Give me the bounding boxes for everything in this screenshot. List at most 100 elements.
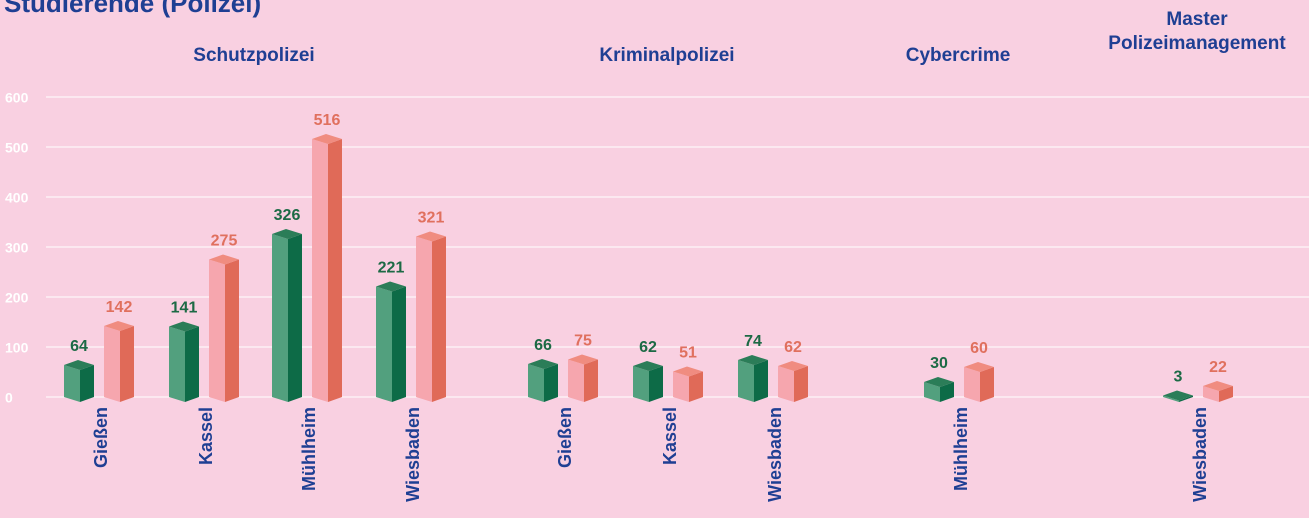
bar-left-face <box>104 326 120 402</box>
value-label: 3 <box>1174 369 1183 386</box>
bar-top <box>1163 390 1193 401</box>
bar-left-face <box>1203 386 1219 402</box>
x-tick-label: Gießen <box>91 407 111 468</box>
value-label: 22 <box>1209 359 1227 376</box>
bar-left-face <box>738 360 754 402</box>
bar <box>312 134 342 402</box>
bar-top <box>673 366 703 377</box>
group-label: Schutzpolizei <box>193 45 315 66</box>
y-tick-label: 0 <box>5 390 13 406</box>
bar-left-face <box>778 366 794 402</box>
bar-top <box>568 354 598 365</box>
x-tick-label: Wiesbaden <box>765 407 785 502</box>
x-tick-label: Mühlheim <box>299 407 319 491</box>
bar-top <box>778 361 808 371</box>
bar-right-face <box>80 365 94 402</box>
bar-right-face <box>584 359 598 402</box>
bar-left-face <box>924 382 940 402</box>
bar <box>1203 381 1233 402</box>
value-label: 221 <box>378 260 405 277</box>
y-tick-label: 600 <box>5 90 29 106</box>
value-label: 60 <box>970 340 988 357</box>
bar-top <box>964 362 994 372</box>
bar-top <box>272 229 302 239</box>
bar-right-face <box>185 326 199 402</box>
bar-left-face <box>169 326 185 402</box>
bar-top <box>376 281 406 292</box>
bar-left-face <box>528 364 544 402</box>
y-tick-label: 500 <box>5 140 29 156</box>
bar-right-face <box>980 367 994 402</box>
bar <box>964 362 994 402</box>
bar-top <box>104 321 134 331</box>
bar-top <box>1203 381 1233 391</box>
y-tick-label: 200 <box>5 290 29 306</box>
bar-right-face <box>1179 395 1193 402</box>
bar-left-face <box>64 365 80 402</box>
value-label: 30 <box>930 355 948 372</box>
bar <box>778 361 808 402</box>
bar <box>64 360 94 402</box>
value-label: 326 <box>274 207 301 224</box>
group-label: Cybercrime <box>905 45 1011 66</box>
bar-right-face <box>794 366 808 402</box>
bar-left-face <box>209 259 225 402</box>
bar <box>376 281 406 402</box>
bar <box>104 321 134 402</box>
bar-right-face <box>225 259 239 402</box>
bar-left-face <box>376 286 392 402</box>
bar <box>528 359 558 402</box>
bar-top <box>169 321 199 332</box>
bar <box>416 231 446 402</box>
bar-right-face <box>120 326 134 402</box>
bar-top <box>633 361 663 371</box>
value-label: 141 <box>171 300 198 317</box>
bar <box>633 361 663 402</box>
x-tick-label: Kassel <box>196 407 216 465</box>
chart-title: Studierende (Polizei) <box>4 0 261 18</box>
bar-right-face <box>432 236 446 402</box>
bar-right-face <box>940 382 954 402</box>
value-label: 275 <box>211 233 238 250</box>
bar-right-face <box>689 371 703 402</box>
value-label: 516 <box>314 112 341 129</box>
bar-left-face <box>272 234 288 402</box>
bar-right-face <box>649 366 663 402</box>
bar <box>738 355 768 402</box>
bar <box>568 354 598 402</box>
y-tick-label: 300 <box>5 240 29 256</box>
bar <box>272 229 302 402</box>
bar-top <box>528 359 558 369</box>
bar <box>169 321 199 402</box>
bar <box>673 366 703 402</box>
bar-right-face <box>328 139 342 402</box>
group-label: Kriminalpolizei <box>599 45 735 66</box>
x-tick-label: Kassel <box>660 407 680 465</box>
bar <box>209 254 239 402</box>
y-tick-label: 400 <box>5 190 29 206</box>
bar-right-face <box>392 286 406 402</box>
value-label: 321 <box>418 210 445 227</box>
value-label: 74 <box>744 333 762 350</box>
value-label: 51 <box>679 345 697 362</box>
bar-top <box>64 360 94 370</box>
value-label: 66 <box>534 337 552 354</box>
bar <box>1163 390 1193 402</box>
bar-left-face <box>568 359 584 402</box>
value-label: 62 <box>639 339 657 356</box>
bar-top <box>924 377 954 387</box>
bar <box>924 377 954 402</box>
y-tick-label: 100 <box>5 340 29 356</box>
value-label: 64 <box>70 338 88 355</box>
value-label: 62 <box>784 339 802 356</box>
bar-left-face <box>964 367 980 402</box>
value-label: 142 <box>106 299 133 316</box>
bar-right-face <box>1219 386 1233 402</box>
bar-top <box>738 355 768 365</box>
bar-left-face <box>673 371 689 402</box>
bar-top <box>209 254 239 265</box>
bar-left-face <box>312 139 328 402</box>
x-tick-label: Mühlheim <box>951 407 971 491</box>
